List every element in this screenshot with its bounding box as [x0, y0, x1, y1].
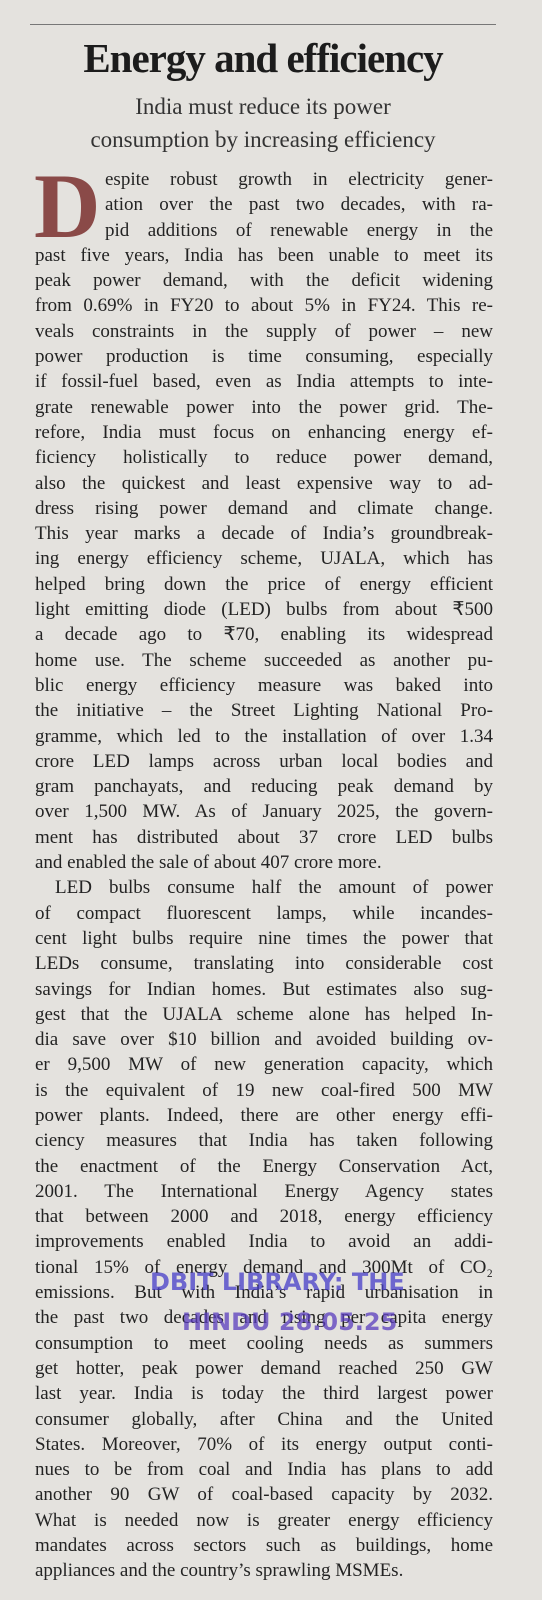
text-line: What is needed now is greater energy eff… [35, 1509, 493, 1531]
subheadline-line: consumption by increasing efficiency [90, 127, 436, 152]
text-line: nues to be from coal and India has plans… [35, 1459, 493, 1481]
text-line: that between 2000 and 2018, energy effic… [35, 1206, 493, 1228]
text-line: espite robust growth in electricity gene… [105, 169, 493, 190]
text-line: if fossil-fuel based, even as India atte… [35, 371, 493, 393]
text-line: the initiative – the Street Lighting Nat… [35, 700, 493, 722]
text-line: veals constraints in the supply of power… [35, 320, 493, 342]
text-line: from 0.69% in FY20 to about 5% in FY24. … [35, 295, 493, 317]
text-line: last year. India is today the third larg… [35, 1383, 493, 1405]
text-line: ficiency holistically to reduce power de… [35, 447, 493, 469]
text-line: cent light bulbs require nine times the … [35, 927, 493, 949]
text-line: dia save over $10 billion and avoided bu… [35, 1029, 493, 1051]
text-line: helped bring down the price of energy ef… [35, 573, 493, 595]
text-line: ciency measures that India has taken fol… [35, 1130, 493, 1152]
text-line: past five years, India has been unable t… [35, 244, 493, 266]
text-line: power plants. Indeed, there are other en… [35, 1104, 493, 1126]
text-line: of compact fluorescent lamps, while inca… [35, 902, 493, 924]
text-line: savings for Indian homes. But estimates … [35, 978, 493, 1000]
text-line: over 1,500 MW. As of January 2025, the g… [35, 801, 493, 823]
text-line: light emitting diode (LED) bulbs from ab… [35, 599, 493, 621]
text-line: blic energy efficiency measure was baked… [35, 674, 493, 696]
text-line: gest that the UJALA scheme alone has hel… [35, 1003, 493, 1025]
text-line: mandates across sectors such as building… [35, 1535, 493, 1557]
text-line: LED bulbs consume half the amount of pow… [55, 877, 493, 899]
text-line: grate renewable power into the power gri… [35, 396, 493, 418]
text-line: appliances and the country’s sprawling M… [35, 1560, 404, 1582]
text-line: ment has distributed about 37 crore LED … [35, 826, 493, 848]
drop-cap: D [34, 155, 101, 257]
text-line: power production is time consuming, espe… [35, 346, 493, 368]
subheadline-line: India must reduce its power [135, 94, 391, 119]
text-line: also the quickest and least expensive wa… [35, 472, 493, 494]
text-line: consumer globally, after China and the U… [35, 1408, 493, 1430]
article-body: espite robust growth in electricity gene… [35, 167, 493, 1584]
text-line: refore, India must focus on enhancing en… [35, 421, 493, 443]
text-line: tional 15% of energy demand and 300Mt of… [35, 1256, 493, 1278]
text-line: the past two decades and rising per capi… [35, 1307, 493, 1329]
text-line: ing energy efficiency scheme, UJALA, whi… [35, 548, 493, 570]
text-line: get hotter, peak power demand reached 25… [35, 1357, 493, 1379]
text-line: peak power demand, with the deficit wide… [35, 270, 493, 292]
text-line: improvements enabled India to avoid an a… [35, 1231, 493, 1253]
text-line: States. Moreover, 70% of its energy outp… [35, 1433, 493, 1455]
text-line: a decade ago to ₹70, enabling its widesp… [35, 624, 493, 646]
text-line: 2001. The International Energy Agency st… [35, 1180, 493, 1202]
text-line: dress rising power demand and climate ch… [35, 497, 493, 519]
text-line: ation over the past two decades, with ra… [105, 194, 493, 216]
text-line: the enactment of the Energy Conservation… [35, 1155, 493, 1177]
text-line: LEDs consume, translating into considera… [35, 953, 493, 975]
text-line: crore LED lamps across urban local bodie… [35, 750, 493, 772]
top-rule [30, 24, 496, 25]
text-line: gram panchayats, and reducing peak deman… [35, 776, 493, 798]
text-line: gramme, which led to the installation of… [35, 725, 493, 747]
text-line: is the equivalent of 19 new coal-fired 5… [35, 1079, 493, 1101]
headline: Energy and efficiency [83, 35, 443, 81]
text-line: and enabled the sale of about 407 crore … [35, 852, 382, 874]
text-line: home use. The scheme succeeded as anothe… [35, 649, 493, 671]
text-line: another 90 GW of coal-based capacity by … [35, 1484, 493, 1506]
subheadline: India must reduce its power consumption b… [30, 90, 496, 156]
text-line: er 9,500 MW of new generation capacity, … [35, 1054, 493, 1076]
text-line: consumption to meet cooling needs as sum… [35, 1332, 493, 1354]
text-line: emissions. But with India’s rapid urbani… [35, 1282, 493, 1304]
text-line: This year marks a decade of India’s grou… [35, 523, 493, 545]
text-line: pid additions of renewable energy in the [105, 219, 493, 241]
